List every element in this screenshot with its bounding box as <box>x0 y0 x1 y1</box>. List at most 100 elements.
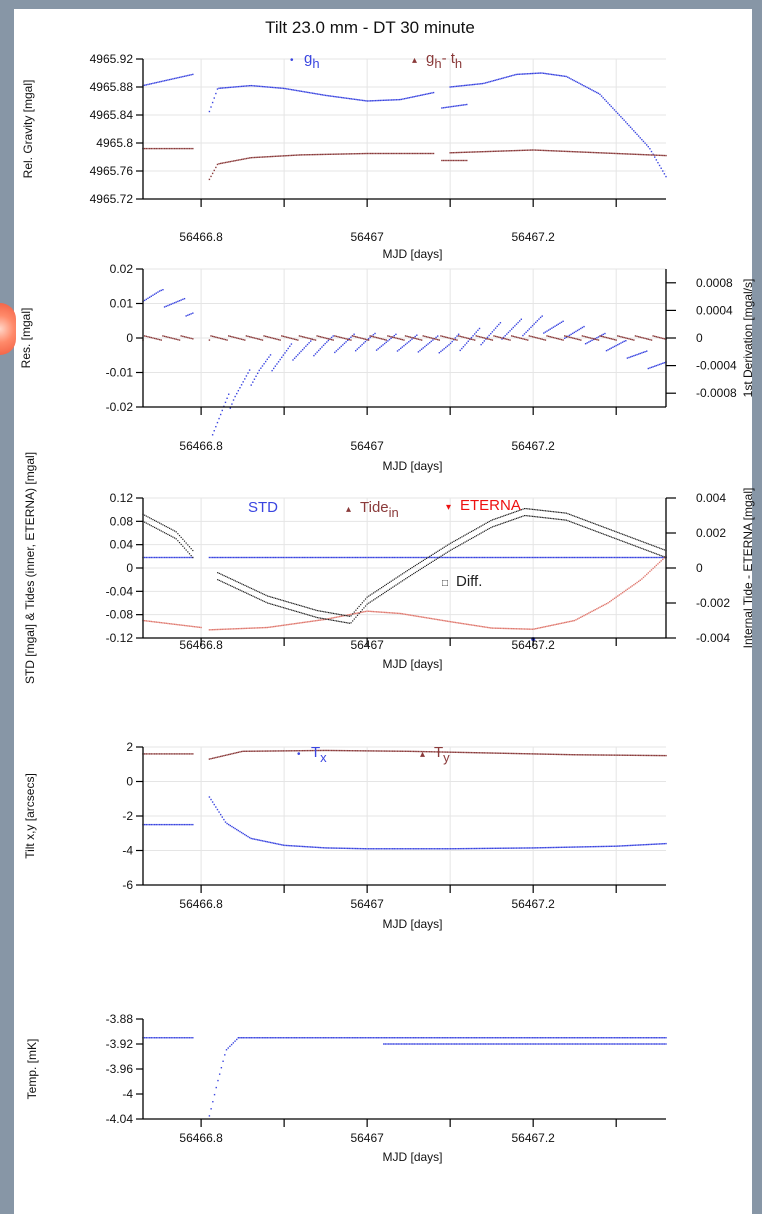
data-point <box>154 519 156 522</box>
data-point <box>158 823 161 826</box>
data-point <box>303 347 305 349</box>
data-point <box>502 627 505 630</box>
data-point <box>499 752 502 754</box>
data-point <box>660 555 662 557</box>
data-point <box>432 556 434 559</box>
data-point <box>650 366 653 369</box>
data-point <box>359 611 362 614</box>
data-point <box>400 556 402 559</box>
data-point <box>504 1037 506 1039</box>
data-point <box>292 609 294 612</box>
data-point <box>588 612 590 614</box>
data-point <box>602 533 604 535</box>
data-point <box>504 521 506 523</box>
data-point <box>334 1037 336 1039</box>
data-point <box>255 337 257 340</box>
data-point <box>435 336 437 339</box>
data-point <box>329 556 331 559</box>
data-point <box>472 151 474 153</box>
data-point <box>261 556 264 559</box>
data-point <box>211 335 214 338</box>
data-point <box>528 328 531 330</box>
data-point <box>512 627 514 630</box>
data-point <box>451 621 453 623</box>
data-point <box>170 556 172 559</box>
data-point <box>145 620 148 622</box>
data-point <box>344 153 346 155</box>
data-point <box>642 140 645 143</box>
data-point <box>232 628 235 630</box>
data-point <box>540 509 542 511</box>
data-point <box>379 1037 381 1039</box>
data-point <box>316 616 318 619</box>
data-point <box>589 846 592 848</box>
data-point <box>546 149 548 152</box>
data-point <box>338 336 341 338</box>
data-point <box>510 556 513 559</box>
data-point <box>187 314 189 316</box>
data-point <box>236 828 238 831</box>
data-point <box>587 1043 590 1045</box>
data-point <box>266 750 268 752</box>
data-point <box>642 548 645 550</box>
data-point <box>440 619 442 621</box>
data-point <box>467 337 469 340</box>
data-point <box>329 619 331 621</box>
data-point <box>355 153 357 155</box>
data-point <box>180 76 182 78</box>
data-point <box>486 1037 489 1039</box>
data-point <box>639 754 641 757</box>
data-point <box>448 751 450 753</box>
data-point <box>279 358 281 361</box>
data-point <box>221 556 223 559</box>
data-point <box>308 749 310 752</box>
data-point <box>424 345 426 348</box>
data-point <box>226 556 228 559</box>
data-point <box>379 848 381 850</box>
data-point <box>403 572 405 574</box>
data-point <box>663 154 666 157</box>
data-point <box>480 343 482 346</box>
data-point <box>443 1037 445 1039</box>
data-point <box>432 751 434 753</box>
legend-item: ▴ Ty <box>420 744 450 765</box>
data-point <box>521 73 524 75</box>
data-point <box>634 335 637 337</box>
data-point <box>518 149 521 152</box>
data-point <box>192 823 194 826</box>
data-point <box>318 610 320 612</box>
data-point <box>310 608 312 610</box>
data-point <box>568 753 571 756</box>
data-point <box>192 753 194 755</box>
data-point <box>257 1037 259 1039</box>
data-point <box>245 157 248 160</box>
data-point <box>486 847 489 850</box>
data-point <box>395 584 397 586</box>
data-point <box>662 555 664 557</box>
data-point <box>377 596 379 598</box>
data-point <box>646 549 648 551</box>
data-point <box>155 81 157 84</box>
data-point <box>461 347 463 350</box>
data-point <box>177 540 179 542</box>
data-point <box>650 544 653 546</box>
data-point <box>456 545 458 548</box>
data-point <box>504 752 506 755</box>
data-point <box>424 616 426 619</box>
data-point <box>291 609 293 611</box>
data-point <box>297 845 299 847</box>
data-point <box>223 628 225 630</box>
data-point <box>539 1037 542 1039</box>
data-point <box>367 1037 370 1039</box>
data-point <box>472 751 474 754</box>
data-point <box>371 600 373 602</box>
data-point <box>308 342 310 344</box>
data-point <box>536 149 538 151</box>
data-point <box>458 1043 461 1045</box>
data-point <box>361 343 363 346</box>
data-point <box>217 579 219 581</box>
data-point <box>316 609 318 612</box>
data-point <box>351 1037 354 1039</box>
data-point <box>546 335 548 337</box>
data-point <box>570 753 572 756</box>
